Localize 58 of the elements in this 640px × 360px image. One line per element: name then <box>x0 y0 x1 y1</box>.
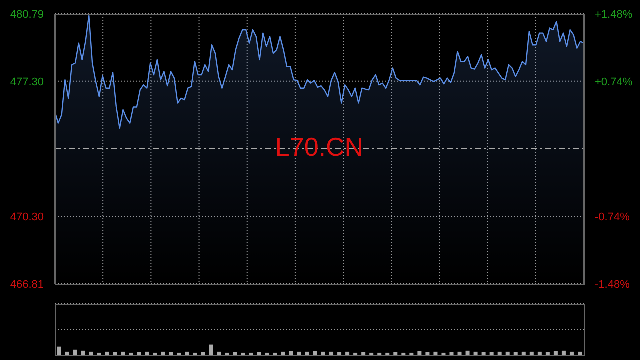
bar <box>322 352 326 355</box>
bar <box>466 350 470 355</box>
bar <box>474 352 478 355</box>
bar <box>305 352 310 355</box>
bar <box>297 352 302 355</box>
annotation: L70.CN <box>274 132 365 163</box>
bar <box>522 352 526 355</box>
bar <box>289 351 294 355</box>
bar <box>490 352 494 355</box>
bar <box>169 352 174 355</box>
bar <box>546 352 550 355</box>
bar <box>514 352 518 355</box>
bar <box>121 352 126 355</box>
y-tick-label: 466.81 <box>10 279 44 291</box>
bar <box>137 352 142 355</box>
bar <box>233 352 238 355</box>
bar <box>105 352 110 355</box>
y2-tick-label: +0.74% <box>595 76 633 88</box>
bar <box>201 352 206 355</box>
bar <box>113 352 118 355</box>
y-tick-label: 477.30 <box>10 76 44 88</box>
bar <box>362 352 366 355</box>
bar <box>57 346 62 355</box>
y-tick-label: 470.30 <box>10 212 44 224</box>
bar <box>281 352 286 355</box>
bar <box>458 352 462 355</box>
bar <box>426 352 430 355</box>
bar <box>570 352 574 355</box>
bar <box>257 352 262 355</box>
bar <box>338 352 342 355</box>
bar <box>73 350 78 355</box>
bar <box>145 352 150 355</box>
bar <box>89 352 94 355</box>
bar <box>554 351 558 355</box>
bar <box>498 352 502 355</box>
bar <box>450 352 454 355</box>
bar <box>562 350 566 355</box>
bar <box>434 352 438 355</box>
bar <box>506 352 510 355</box>
bar <box>330 352 334 355</box>
bar <box>185 352 190 355</box>
bar <box>81 350 86 355</box>
bar <box>161 352 166 355</box>
y2-tick-label: +1.48% <box>595 9 633 21</box>
bar <box>346 352 350 355</box>
bar <box>538 352 542 355</box>
bar <box>209 344 214 355</box>
bar <box>217 352 222 355</box>
bar <box>313 351 318 355</box>
bar <box>578 352 582 355</box>
bar <box>482 352 486 355</box>
y-tick-label: 480.79 <box>10 9 44 21</box>
bar <box>530 352 534 355</box>
bar <box>418 351 422 355</box>
y2-tick-label: -1.48% <box>595 279 630 291</box>
bar <box>65 352 70 355</box>
bar <box>394 352 398 355</box>
y2-tick-label: -0.74% <box>595 212 630 224</box>
